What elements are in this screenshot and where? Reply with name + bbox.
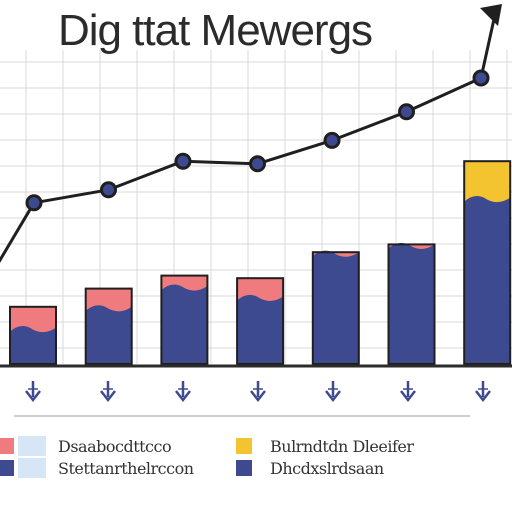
bar-base-segment <box>237 294 284 364</box>
bar-outline <box>9 305 57 365</box>
tick-arrow-head <box>325 390 341 403</box>
tick-arrow-head <box>250 390 266 403</box>
bar <box>160 274 209 366</box>
legend-item: Dhcdxslrdsaan <box>236 458 384 478</box>
bar <box>311 250 360 365</box>
line-point <box>472 69 490 87</box>
legend-label: Dhcdxslrdsaan <box>270 458 384 478</box>
bar-outline <box>387 243 436 365</box>
legend-label: Stettanrthelrccon <box>58 458 194 478</box>
legend-label: Dsaabocdttcco <box>58 436 172 456</box>
legend-item: Dsaabocdttcco <box>0 436 172 456</box>
bar <box>463 160 512 365</box>
legend-swatch <box>18 436 46 456</box>
legend-item: Stettanrthelrccon <box>0 458 194 478</box>
tick-arrow-icon <box>100 381 116 403</box>
bar <box>387 242 436 365</box>
bar-outline <box>84 287 133 366</box>
bar-outline <box>311 251 360 365</box>
legend-swatch <box>236 460 252 476</box>
bar-outline <box>463 160 512 365</box>
tick-arrow-icon <box>250 381 266 403</box>
legend-swatch <box>236 438 252 454</box>
bar-base-segment <box>161 284 208 364</box>
tick-arrow-head <box>100 390 116 403</box>
tick-arrow-head <box>475 390 491 403</box>
bar <box>236 277 285 366</box>
bar-base-segment <box>312 250 359 364</box>
axis <box>0 364 512 417</box>
line-point <box>323 131 341 149</box>
tick-arrow-icon <box>400 381 416 403</box>
legend-swatch <box>18 458 46 478</box>
bar-base-segment <box>464 196 511 364</box>
bar-base-segment <box>10 326 56 364</box>
bar-base-segment <box>388 242 435 364</box>
bar-outline <box>236 277 285 366</box>
legend-item: Bulrndtdn Dleeifer <box>236 436 414 456</box>
bar <box>84 287 133 366</box>
tick-arrow-head <box>25 390 41 403</box>
tick-arrow-head <box>400 390 416 403</box>
tick-arrow-icon <box>325 381 341 403</box>
legend-label: Bulrndtdn Dleeifer <box>270 436 414 456</box>
bar-base-segment <box>85 305 132 364</box>
trend-arrowhead <box>480 4 502 26</box>
line-point <box>174 152 192 170</box>
bars <box>9 160 512 366</box>
line-point <box>25 194 43 212</box>
chart-title: Dig ttat Mewergs <box>57 6 373 55</box>
tick-arrow-head <box>175 390 191 403</box>
tick-arrow-icon <box>175 381 191 403</box>
line-point <box>398 103 415 121</box>
tick-arrow-icon <box>475 381 491 403</box>
bar-outline <box>160 274 209 366</box>
tick-arrow-icon <box>25 381 41 403</box>
trend-line <box>0 4 502 264</box>
line-point <box>100 181 117 199</box>
bar <box>9 305 57 365</box>
line-point <box>249 155 266 173</box>
legend-swatch <box>0 460 14 476</box>
legend-swatch <box>0 438 14 454</box>
